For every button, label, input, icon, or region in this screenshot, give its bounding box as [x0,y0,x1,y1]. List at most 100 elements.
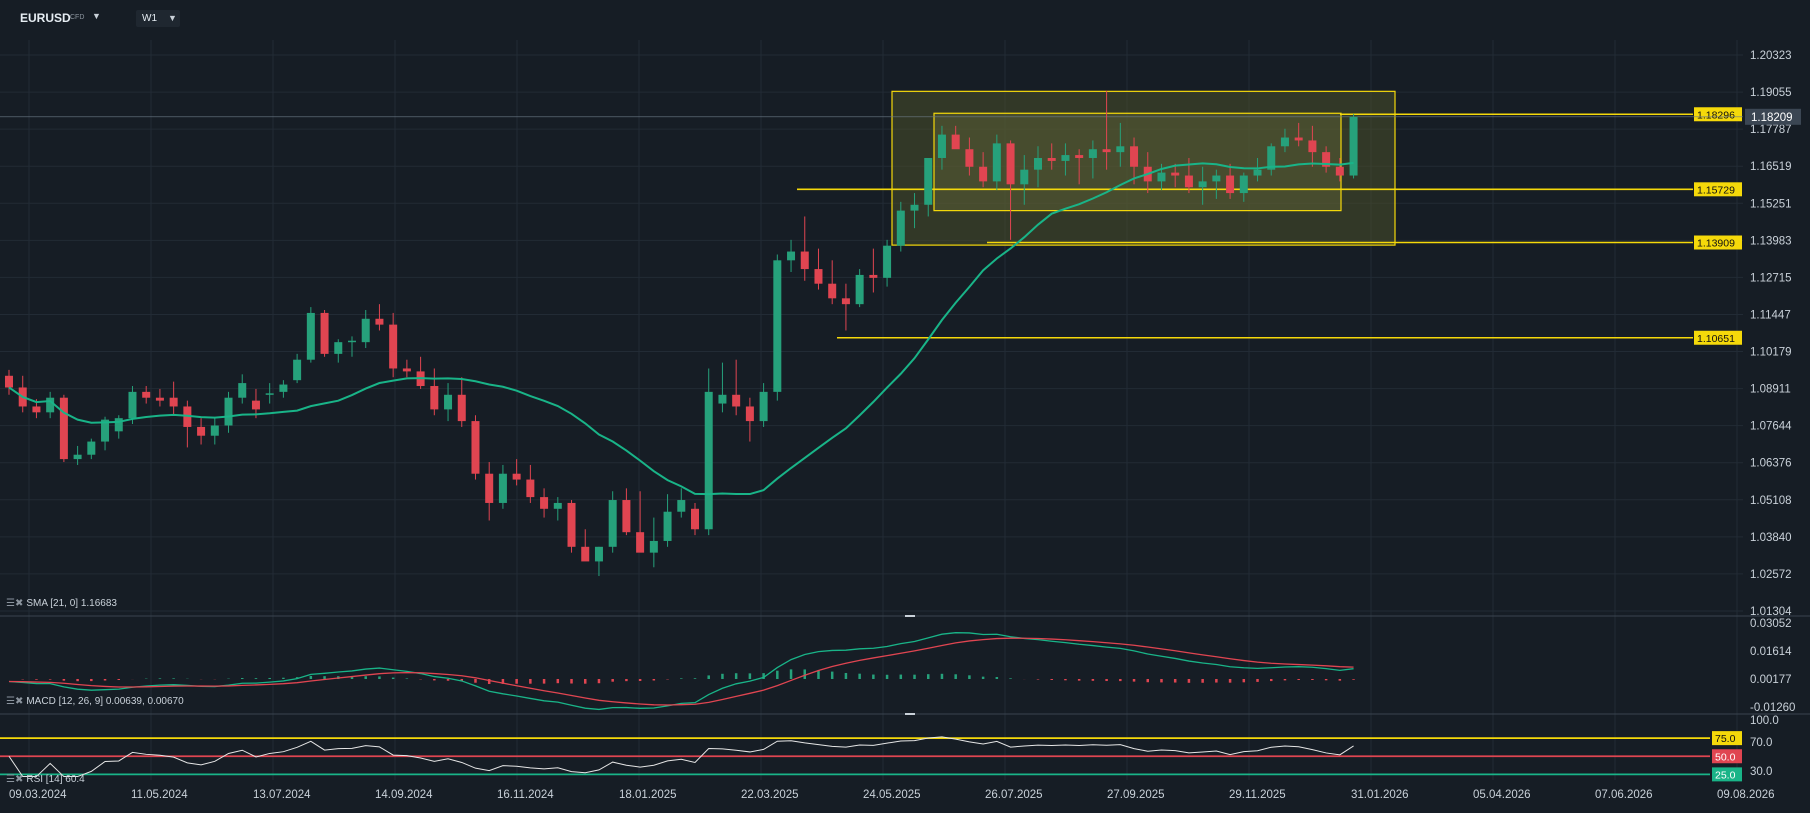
candle-body [5,375,13,388]
symbol-name[interactable]: EURUSD [20,11,71,25]
candle-body [1294,137,1303,141]
macd-legend[interactable]: ☰✖ MACD [12, 26, 9] 0.00639, 0.00670 [6,696,184,707]
candle-body [444,394,453,410]
candle-body [841,298,850,305]
time-axis-tick-label: 31.01.2026 [1351,789,1409,801]
macd-axis-tick-label: 0.00177 [1750,674,1792,686]
time-axis-tick-label: 24.05.2025 [863,789,921,801]
rsi-axis-tick-label: 30.0 [1750,766,1772,778]
candle-body [965,149,974,167]
candle-body [1034,157,1042,170]
rsi-level-label: 25.0 [1715,769,1736,781]
candle-body [649,540,658,553]
time-axis-tick-label: 11.05.2024 [131,789,188,801]
indicator-settings-icon[interactable]: ☰✖ [6,696,24,707]
sma-legend[interactable]: ☰✖ SMA [21, 0] 1.16683 [6,598,117,609]
candle-body [1047,157,1056,161]
candle-body [389,324,398,369]
candle-body [1061,155,1070,161]
macd-legend-name: MACD [12, 26, 9] [26,696,104,707]
rsi-level-label: 75.0 [1715,733,1736,745]
candle-body [279,384,288,392]
timeframe-selector[interactable]: W1 ▼ [136,10,180,27]
level-price-tag [1694,107,1742,122]
candle-body [512,473,521,480]
candle-body [306,312,315,360]
candle-body [937,134,946,158]
candle-body [594,546,603,562]
price-axis-tick-label: 1.08911 [1750,384,1791,396]
rsi-legend-name: RSI [14] [26,774,63,785]
macd-axis-tick-label: -0.01260 [1750,702,1795,714]
level-price-tag [1694,330,1742,345]
time-axis-tick-label: 18.01.2025 [619,789,677,801]
time-axis-tick-label: 13.07.2024 [253,789,311,801]
macd-line [8,632,1354,711]
candle-body [1335,166,1344,176]
time-axis-tick-label: 27.09.2025 [1107,789,1165,801]
time-axis-tick-label: 14.09.2024 [375,789,433,801]
candle-body [553,502,562,509]
price-axis-tick-label: 1.17787 [1750,124,1792,136]
price-axis-tick-label: 1.02572 [1750,569,1792,581]
indicator-settings-icon[interactable]: ☰✖ [6,598,24,609]
candle-body [1102,149,1111,153]
candle-body [238,383,247,398]
time-axis-tick-label: 07.06.2026 [1595,789,1653,801]
candle-body [581,546,590,562]
timeframe-label: W1 [142,13,157,24]
rsi-legend[interactable]: ☰✖ RSI [14] 60.4 [6,774,85,785]
candle-body [1322,152,1331,167]
candle-body [210,425,219,436]
candle-body [951,134,960,150]
macd-signal-line [8,637,1354,706]
candle-body [457,394,466,422]
price-axis-tick-label: 1.10179 [1750,347,1792,359]
candle-body [101,419,110,442]
indicator-settings-icon[interactable]: ☰✖ [6,774,24,785]
level-price-tag [1694,182,1742,197]
candle-body [1006,143,1015,185]
candle-body [471,421,480,474]
candle-body [114,418,123,432]
level-price-tag [1694,235,1742,250]
price-axis-tick-label: 1.12715 [1750,272,1792,284]
rsi-axis-tick-label: 100.0 [1750,715,1779,727]
candle-body [828,283,837,299]
candle-body [1212,175,1221,182]
candle-body [498,473,507,503]
candle-body [1088,149,1097,158]
candle-body [348,340,356,343]
macd-axis-tick-label: 0.01614 [1750,646,1792,658]
candle-body [169,397,178,407]
candle-body [59,397,68,460]
candle-body [334,342,343,354]
candle-body [430,386,439,410]
candle-body [787,251,796,261]
candle-body [814,269,823,284]
candle-body [73,454,82,460]
time-axis-tick-label: 16.11.2024 [497,789,554,801]
timeframe-chevron-down-icon: ▼ [168,13,177,23]
candle-body [567,502,576,547]
candle-body [1171,172,1180,176]
rsi-legend-value: 60.4 [65,774,85,785]
candle-body [704,391,713,530]
candle-body [992,143,1001,182]
candle-body [718,394,727,404]
candle-body [1184,175,1193,188]
price-axis-tick-label: 1.05108 [1750,495,1792,507]
candle-body [361,318,370,343]
sma-legend-value: 1.16683 [80,598,117,609]
symbol-dropdown-chevron-down-icon[interactable]: ▼ [92,11,101,21]
candle-body [320,312,329,354]
candle-body [375,318,384,325]
candle-body [197,426,206,436]
candle-body [869,274,878,278]
time-axis-tick-label: 29.11.2025 [1229,789,1286,801]
candle-body [622,500,631,533]
candle-body [87,441,96,455]
candle-body [1239,175,1248,194]
candle-body [773,260,782,392]
